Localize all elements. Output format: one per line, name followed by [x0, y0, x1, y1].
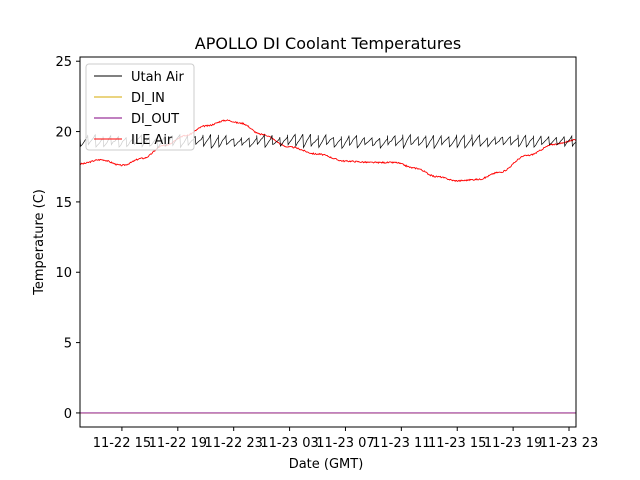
- y-tick-label: 25: [55, 55, 72, 70]
- y-tick-label: 0: [64, 407, 72, 422]
- x-tick-label: 11-23 15: [428, 436, 486, 451]
- legend-box: [85, 63, 195, 151]
- y-tick-label: 10: [55, 266, 72, 281]
- y-axis-label: Temperature (C): [32, 189, 47, 296]
- x-axis-label: Date (GMT): [289, 457, 364, 472]
- legend-label: DI_IN: [131, 91, 165, 106]
- x-tick-label: 11-23 07: [316, 436, 374, 451]
- x-tick-label: 11-23 23: [540, 436, 598, 451]
- chart-title: APOLLO DI Coolant Temperatures: [195, 34, 461, 53]
- legend-label: DI_OUT: [131, 112, 179, 127]
- plot-frame: [79, 56, 577, 428]
- legend: Utah Air DI_IN DI_OUT ILE Air: [85, 63, 195, 151]
- x-tick-label: 11-23 03: [260, 436, 318, 451]
- x-tick-label: 11-22 23: [204, 436, 262, 451]
- y-tick-label: 5: [64, 337, 72, 352]
- x-tick-label: 11-22 19: [149, 436, 207, 451]
- y-axis: 0 5 10 15 20 25: [55, 55, 80, 422]
- legend-label: Utah Air: [131, 70, 184, 85]
- y-tick-label: 20: [55, 126, 72, 141]
- legend-label: ILE Air: [131, 133, 173, 148]
- x-tick-label: 11-23 11: [372, 436, 430, 451]
- y-tick-label: 15: [55, 196, 72, 211]
- x-tick-label: 11-22 15: [93, 436, 151, 451]
- x-tick-label: 11-23 19: [484, 436, 542, 451]
